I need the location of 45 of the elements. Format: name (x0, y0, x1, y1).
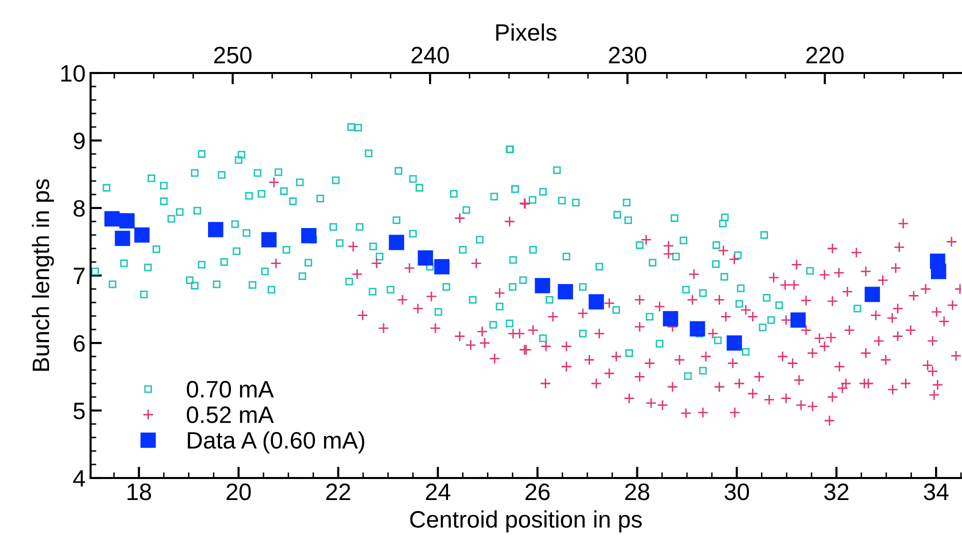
x-tick-label: 30 (724, 483, 750, 500)
legend-label: 0.70 mA (186, 380, 274, 398)
x-tick-label: 18 (128, 483, 152, 500)
point (434, 259, 450, 274)
y-tick-label: 9 (74, 132, 85, 150)
point (930, 264, 946, 280)
y-axis-title: Bunch length in ps (32, 179, 54, 371)
point (534, 278, 550, 294)
y-tick-label: 4 (73, 470, 86, 487)
y-tick-label: 5 (74, 402, 85, 420)
point (134, 227, 150, 243)
y-tick-label: 6 (74, 335, 85, 352)
point (690, 321, 706, 336)
x-tick-label: 20 (226, 483, 251, 500)
legend-label: 0.52 mA (186, 406, 274, 424)
x-tick-label: 28 (625, 483, 650, 500)
y-tick-label: 7 (74, 268, 85, 284)
point (662, 311, 678, 326)
point (388, 234, 404, 250)
x-tick-label: 34 (924, 483, 949, 500)
x-axis-title: Centroid position in ps (410, 510, 642, 532)
x2-tick-label: 250 (214, 46, 252, 64)
point (558, 284, 574, 300)
point (119, 213, 135, 228)
x2-axis-title: Pixels (496, 23, 556, 41)
x-tick-label: 32 (824, 483, 848, 500)
x2-tick-label: 220 (806, 46, 844, 64)
x-tick-label: 24 (426, 483, 450, 500)
point (418, 250, 434, 266)
point (864, 286, 880, 302)
point (790, 312, 806, 328)
x-tick-label: 22 (326, 483, 350, 500)
point (114, 230, 130, 246)
point (301, 228, 316, 244)
x2-tick-label: 240 (412, 46, 449, 64)
legend-label: Data A (0.60 mA) (188, 431, 364, 454)
y-tick-label: 10 (61, 65, 85, 82)
point (261, 232, 277, 248)
x-tick-label: 26 (526, 483, 550, 500)
x2-tick-label: 230 (608, 46, 646, 64)
point (588, 294, 604, 310)
point (726, 335, 742, 351)
y-tick-label: 8 (74, 200, 85, 217)
point (208, 222, 224, 238)
point (104, 211, 120, 226)
